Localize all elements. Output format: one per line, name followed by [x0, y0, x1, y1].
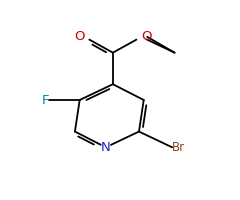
Text: N: N: [101, 141, 111, 154]
Text: Br: Br: [172, 141, 185, 154]
Text: O: O: [141, 30, 152, 43]
Text: F: F: [41, 94, 49, 106]
Text: O: O: [74, 30, 84, 43]
